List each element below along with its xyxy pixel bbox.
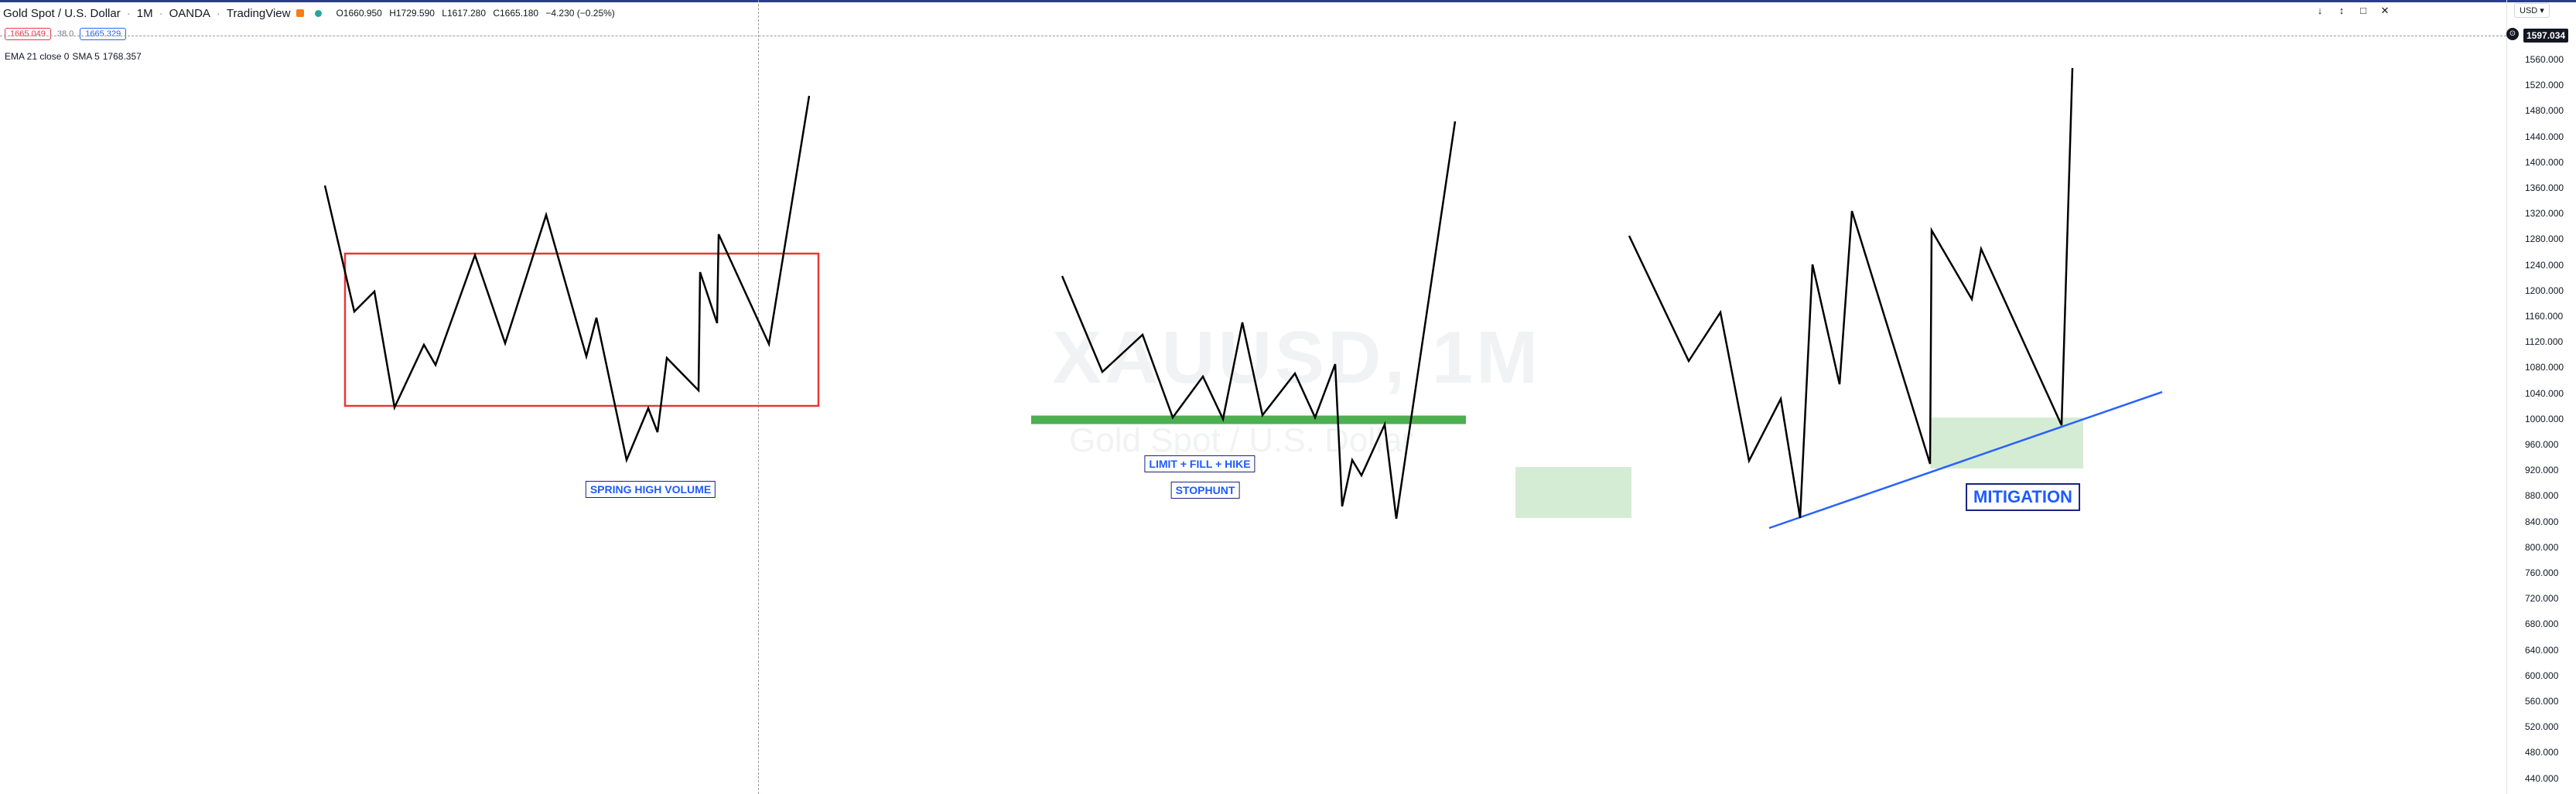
price-tick-label: 1040.000 (2525, 387, 2564, 399)
ohlc-high: H1729.590 (389, 8, 435, 19)
price-tick-label: 1320.000 (2525, 208, 2564, 220)
exchange-label: OANDA (169, 6, 210, 20)
source-icon (296, 9, 305, 17)
separator: · (159, 6, 163, 20)
description-watermark: Gold Spot / U.S. Dollar (1069, 421, 1414, 459)
buy-button[interactable]: 1665.329 (80, 28, 127, 40)
demand-zone-upper[interactable] (1930, 417, 2083, 469)
price-tick-label: 680.000 (2525, 619, 2559, 630)
limit-fill-hike-label[interactable]: LIMIT + FILL + HIKE (1144, 455, 1256, 472)
price-tick-label: 1200.000 (2525, 285, 2564, 296)
price-tick-label: 1520.000 (2525, 80, 2564, 91)
ohlc-values: O1660.950 H1729.590 L1617.280 C1665.180 … (336, 8, 619, 19)
price-tick-label: 1360.000 (2525, 182, 2564, 193)
price-tick-label: 640.000 (2525, 644, 2559, 656)
price-path-spring[interactable] (323, 95, 811, 464)
spring-high-volume-label[interactable]: SPRING HIGH VOLUME (585, 481, 716, 498)
sma-indicator-label[interactable]: SMA 5 (72, 51, 100, 62)
separator: · (126, 6, 131, 20)
price-tick-label: 1120.000 (2525, 336, 2564, 348)
price-path-mitigation[interactable] (1628, 67, 2074, 519)
stophunt-label[interactable]: STOPHUNT (1170, 482, 1240, 499)
currency-select[interactable]: USD ▾ (2514, 3, 2550, 18)
close-icon[interactable]: ✕ (2380, 5, 2390, 16)
mitigation-label[interactable]: MITIGATION (1966, 483, 2080, 511)
demand-zone-lower[interactable] (1515, 467, 1631, 518)
price-tick-label: 880.000 (2525, 490, 2559, 502)
crosshair-vertical (758, 0, 759, 794)
trade-panel: 1665.049 38.0 1665.329 (5, 28, 127, 40)
price-tick-label: 1160.000 (2525, 311, 2564, 322)
separator: · (216, 6, 220, 20)
chart-header: Gold Spot / U.S. Dollar · 1M · OANDA · T… (3, 5, 620, 22)
symbol-watermark: XAUUSD, 1M (1052, 316, 1542, 399)
price-tick-label: 1440.000 (2525, 131, 2564, 142)
ohlc-open: O1660.950 (336, 8, 382, 19)
price-tick-label: 720.000 (2525, 593, 2559, 605)
range-box[interactable] (343, 252, 820, 407)
price-tick-label: 480.000 (2525, 747, 2559, 758)
ema-indicator-label[interactable]: EMA 21 close 0 (5, 51, 70, 62)
sma-indicator-value: 1768.357 (102, 51, 142, 62)
top-accent-bar (0, 0, 2576, 2)
price-tick-label: 960.000 (2525, 439, 2559, 450)
price-tick-label: 840.000 (2525, 516, 2559, 527)
price-tick-label: 1480.000 (2525, 105, 2564, 117)
market-status-icon[interactable] (315, 9, 323, 17)
price-tick-label: 1240.000 (2525, 259, 2564, 271)
price-tick-label: 600.000 (2525, 670, 2559, 681)
ohlc-low: L1617.280 (442, 8, 486, 19)
price-tick-label: 920.000 (2525, 465, 2559, 476)
target-icon[interactable]: ⊙ (2506, 28, 2519, 40)
sell-button[interactable]: 1665.049 (5, 28, 51, 40)
ohlc-change: −4.230 (−0.25%) (545, 8, 615, 19)
price-tick-label: 1400.000 (2525, 156, 2564, 168)
drawings-layer (323, 67, 2163, 530)
source-label: TradingView (226, 6, 291, 20)
trendline[interactable] (1768, 390, 2163, 530)
ohlc-close: C1665.180 (493, 8, 539, 19)
price-tick-label: 1560.000 (2525, 54, 2564, 65)
maximize-icon[interactable]: □ (2360, 5, 2366, 16)
current-price-label: 1597.034 (2523, 29, 2569, 43)
window-controls: ↓ ↕ □ ✕ (2313, 5, 2392, 17)
price-tick-label: 800.000 (2525, 541, 2559, 553)
symbol-title[interactable]: Gold Spot / U.S. Dollar (3, 6, 121, 20)
indicator-legend: EMA 21 close 0 SMA 5 1768.357 (5, 51, 142, 62)
price-tick-label: 1280.000 (2525, 233, 2564, 245)
price-tick-label: 520.000 (2525, 721, 2559, 733)
price-tick-label: 560.000 (2525, 696, 2559, 707)
price-tick-label: 440.000 (2525, 772, 2559, 784)
price-tick-label: 760.000 (2525, 567, 2559, 578)
price-tick-label: 1080.000 (2525, 362, 2564, 373)
price-axis[interactable] (2506, 0, 2576, 794)
arrow-down-icon[interactable]: ↓ (2317, 5, 2323, 16)
price-tick-label: 1000.000 (2525, 413, 2564, 424)
spread-value: 38.0 (56, 29, 74, 39)
price-path-stophunt[interactable] (1061, 121, 1457, 520)
expand-icon[interactable]: ↕ (2339, 5, 2345, 16)
interval-label[interactable]: 1M (136, 6, 153, 20)
